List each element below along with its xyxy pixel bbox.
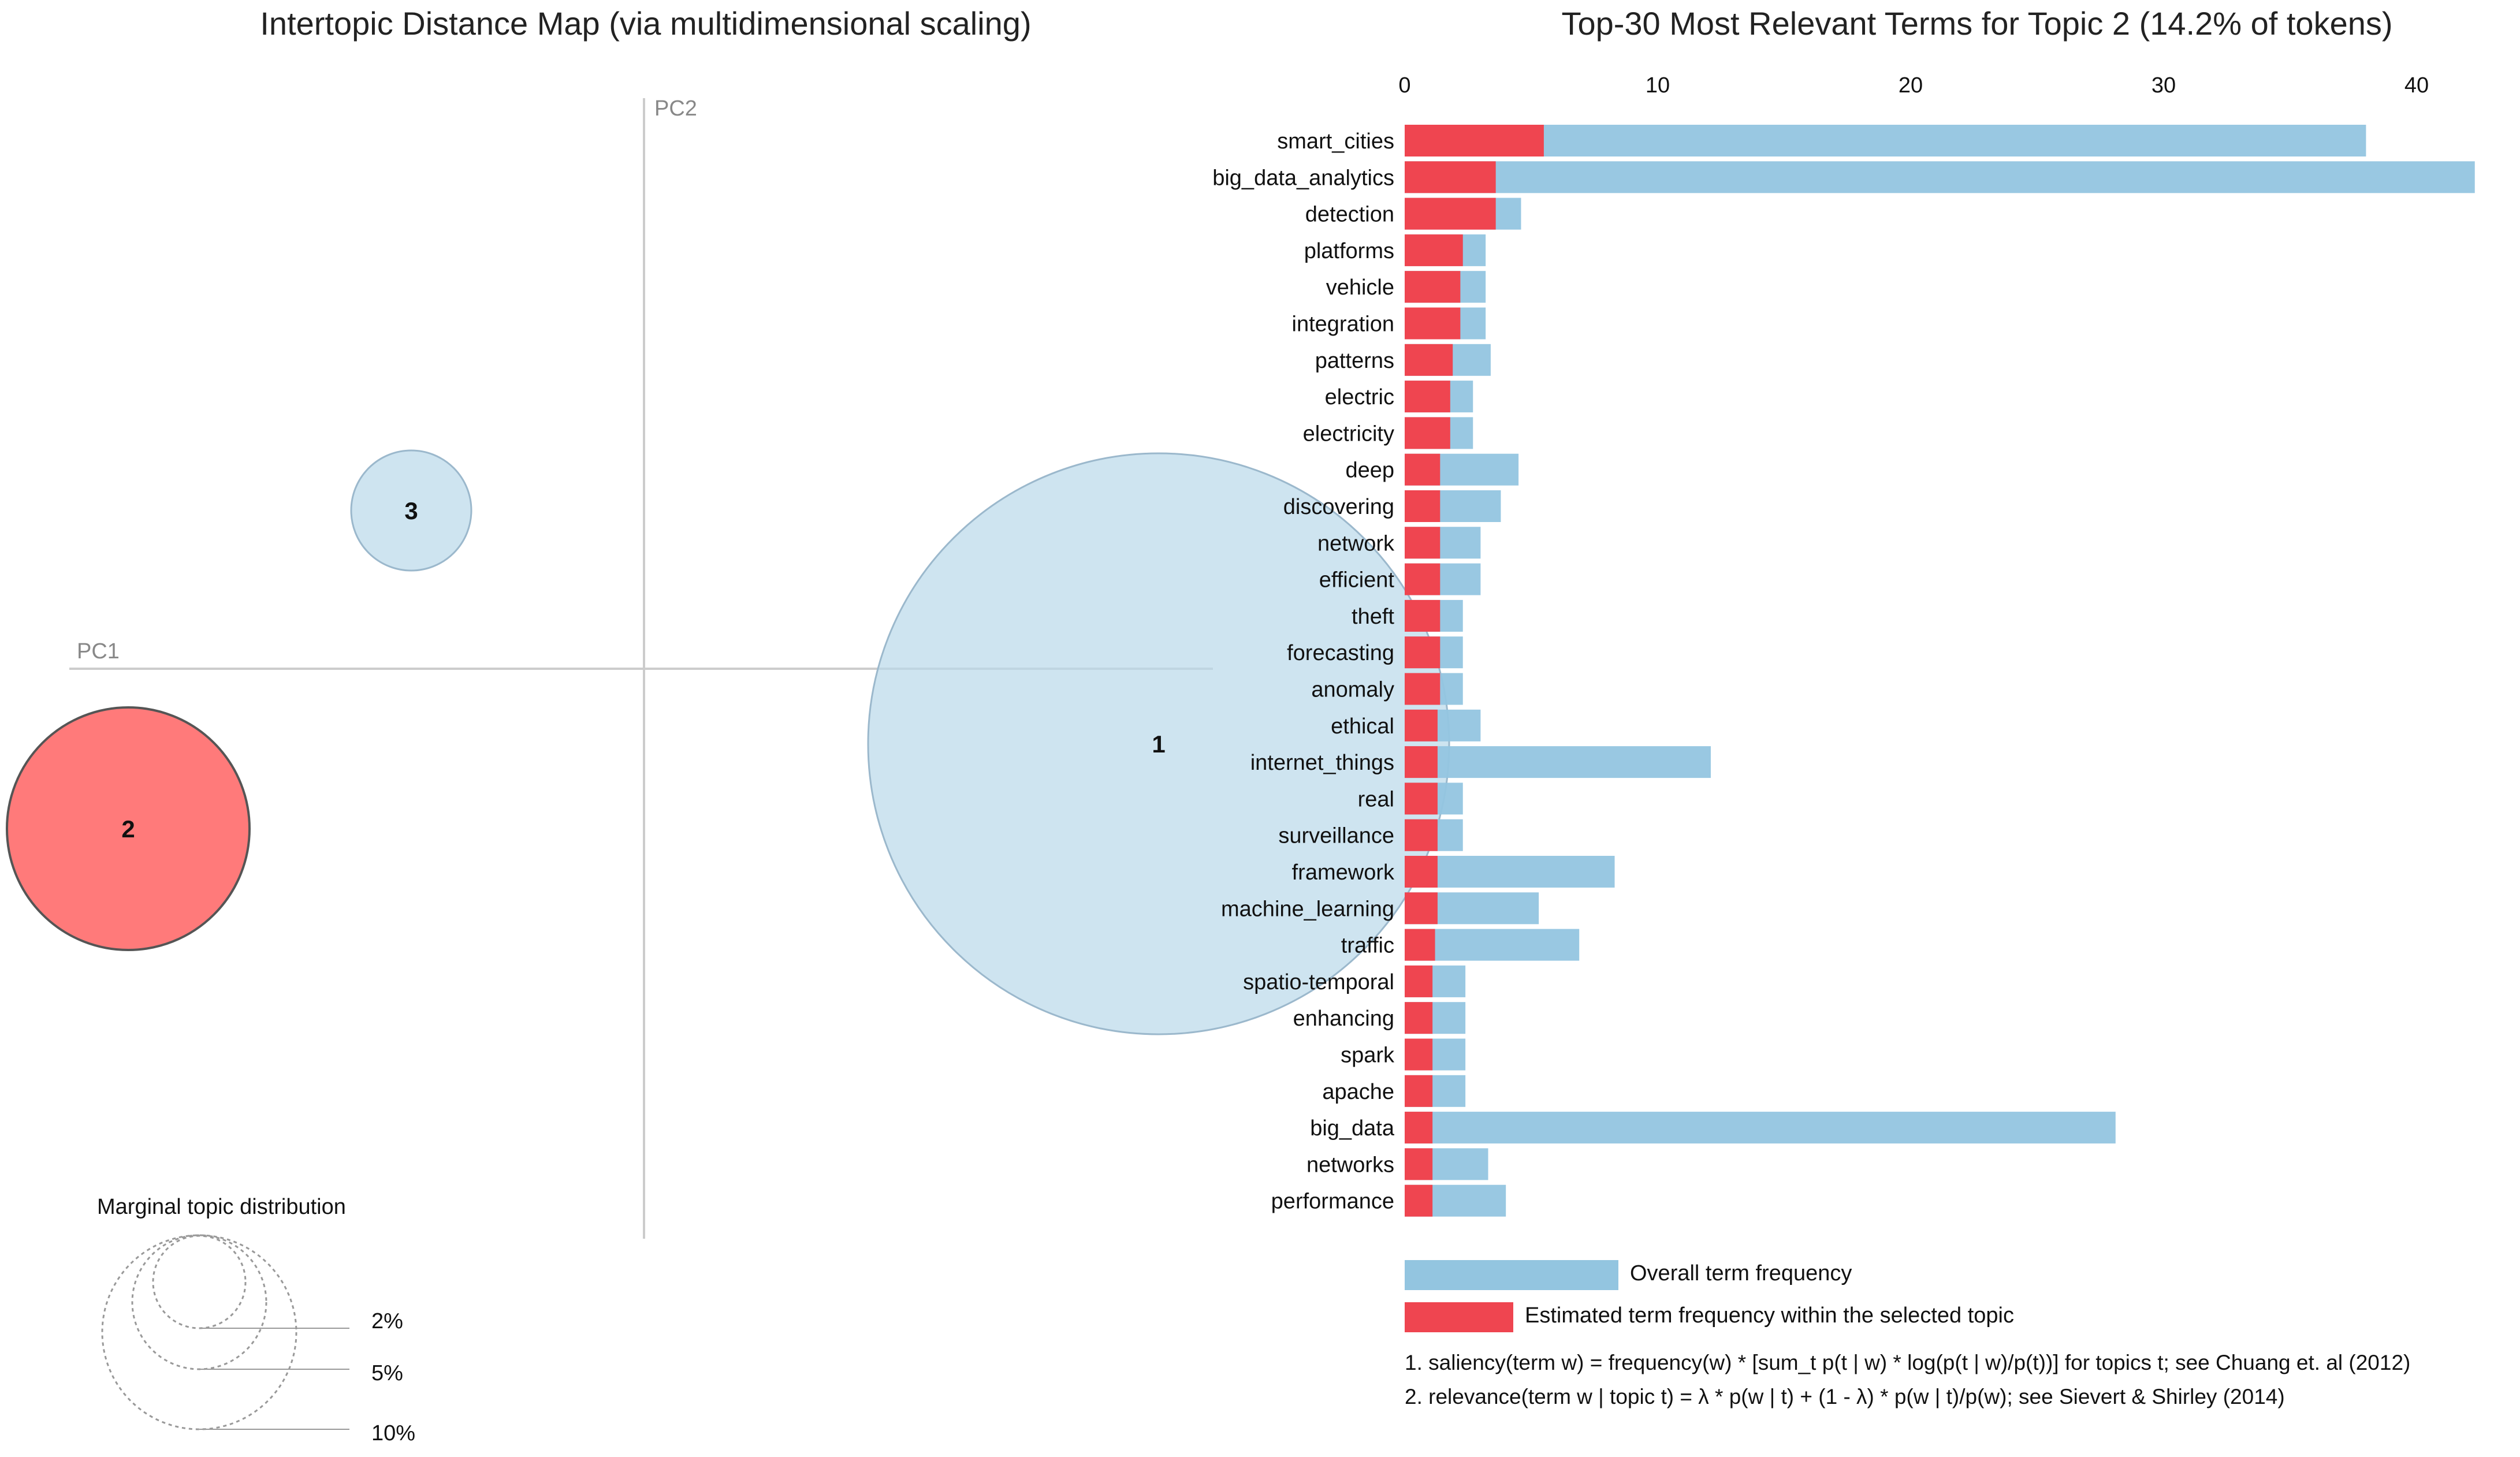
- overall-frequency-bar[interactable]: [1405, 856, 1615, 888]
- estimated-frequency-bar[interactable]: [1405, 819, 1438, 851]
- pc1-axis-label: PC1: [77, 639, 120, 664]
- term-label[interactable]: big_data: [1310, 1116, 1395, 1141]
- x-tick-label: 0: [1398, 73, 1410, 98]
- estimated-frequency-bar[interactable]: [1405, 234, 1463, 266]
- term-label[interactable]: discovering: [1283, 495, 1394, 519]
- overall-frequency-bar[interactable]: [1405, 746, 1711, 778]
- x-tick-label: 30: [2152, 73, 2176, 98]
- estimated-frequency-bar[interactable]: [1405, 1148, 1433, 1180]
- marginal-label-2pct: 2%: [371, 1309, 403, 1333]
- term-label[interactable]: surveillance: [1278, 824, 1394, 848]
- marginal-circle-2pct: [152, 1235, 247, 1329]
- overall-frequency-bar[interactable]: [1405, 125, 2366, 156]
- estimated-frequency-bar[interactable]: [1405, 161, 1496, 193]
- estimated-frequency-bar[interactable]: [1405, 563, 1440, 595]
- estimated-frequency-bar[interactable]: [1405, 673, 1440, 705]
- estimated-frequency-bar[interactable]: [1405, 307, 1461, 340]
- pc2-axis-label: PC2: [654, 96, 697, 121]
- estimated-frequency-bar[interactable]: [1405, 636, 1440, 669]
- term-label[interactable]: vehicle: [1326, 275, 1394, 300]
- term-label[interactable]: smart_cities: [1277, 129, 1394, 154]
- estimated-frequency-bar[interactable]: [1405, 929, 1435, 961]
- legend-overall-swatch: [1405, 1260, 1618, 1290]
- estimated-frequency-bar[interactable]: [1405, 453, 1440, 486]
- legend-estimated-swatch: [1405, 1302, 1513, 1332]
- term-label[interactable]: detection: [1305, 203, 1394, 227]
- term-label[interactable]: patterns: [1315, 349, 1394, 373]
- estimated-frequency-bar[interactable]: [1405, 599, 1440, 632]
- estimated-frequency-bar[interactable]: [1405, 892, 1438, 925]
- estimated-frequency-bar[interactable]: [1405, 198, 1496, 230]
- estimated-frequency-bar[interactable]: [1405, 271, 1461, 303]
- intertopic-map-title: Intertopic Distance Map (via multidimens…: [260, 5, 1031, 42]
- estimated-frequency-bar[interactable]: [1405, 965, 1433, 997]
- term-label[interactable]: electric: [1325, 385, 1394, 409]
- term-label[interactable]: real: [1358, 787, 1394, 811]
- topic-label-1: 1: [1152, 731, 1165, 758]
- term-label[interactable]: deep: [1345, 459, 1394, 483]
- term-label[interactable]: efficient: [1319, 568, 1395, 593]
- term-label[interactable]: ethical: [1331, 714, 1394, 739]
- estimated-frequency-bar[interactable]: [1405, 381, 1450, 413]
- estimated-frequency-bar[interactable]: [1405, 1038, 1433, 1071]
- marginal-distribution-title: Marginal topic distribution: [97, 1195, 346, 1219]
- estimated-frequency-bar[interactable]: [1405, 527, 1440, 559]
- marginal-circle-5pct: [131, 1234, 267, 1370]
- topic-label-3: 3: [404, 497, 418, 524]
- legend-overall-label: Overall term frequency: [1630, 1261, 1852, 1285]
- term-label[interactable]: internet_things: [1250, 751, 1394, 775]
- marginal-circle-10pct: [101, 1234, 297, 1430]
- term-label[interactable]: enhancing: [1293, 1007, 1394, 1031]
- overall-frequency-bar[interactable]: [1405, 161, 2475, 193]
- topic-label-2: 2: [121, 815, 135, 843]
- term-label[interactable]: theft: [1352, 605, 1394, 629]
- term-label[interactable]: performance: [1271, 1190, 1394, 1214]
- x-tick-label: 40: [2404, 73, 2429, 98]
- term-label[interactable]: spatio-temporal: [1243, 970, 1394, 994]
- term-label[interactable]: electricity: [1303, 422, 1394, 446]
- term-label[interactable]: integration: [1292, 312, 1394, 337]
- estimated-frequency-bar[interactable]: [1405, 344, 1453, 376]
- term-label[interactable]: forecasting: [1287, 641, 1394, 665]
- term-label[interactable]: traffic: [1341, 934, 1394, 958]
- estimated-frequency-bar[interactable]: [1405, 709, 1438, 741]
- estimated-frequency-bar[interactable]: [1405, 782, 1438, 815]
- legend-estimated-label: Estimated term frequency within the sele…: [1525, 1303, 2014, 1328]
- estimated-frequency-bar[interactable]: [1405, 856, 1438, 888]
- estimated-frequency-bar[interactable]: [1405, 746, 1438, 778]
- estimated-frequency-bar[interactable]: [1405, 1112, 1433, 1144]
- term-label[interactable]: network: [1317, 531, 1395, 556]
- marginal-label-10pct: 10%: [371, 1421, 415, 1445]
- term-label[interactable]: spark: [1341, 1044, 1395, 1068]
- bar-chart-title: Top-30 Most Relevant Terms for Topic 2 (…: [1561, 5, 2392, 42]
- term-label[interactable]: anomaly: [1311, 678, 1394, 702]
- topic-circle-3[interactable]: [350, 449, 472, 572]
- x-tick-label: 20: [1899, 73, 1923, 98]
- term-label[interactable]: networks: [1306, 1153, 1394, 1177]
- marginal-label-5pct: 5%: [371, 1361, 403, 1385]
- note-saliency: 1. saliency(term w) = frequency(w) * [su…: [1405, 1351, 2410, 1374]
- estimated-frequency-bar[interactable]: [1405, 1002, 1433, 1034]
- topic-circle-2[interactable]: [6, 706, 251, 951]
- note-relevance: 2. relevance(term w | topic t) = λ * p(w…: [1405, 1385, 2285, 1408]
- estimated-frequency-bar[interactable]: [1405, 125, 1544, 156]
- topic-circle-1[interactable]: [867, 452, 1450, 1035]
- overall-frequency-bar[interactable]: [1405, 1112, 2116, 1144]
- term-label[interactable]: apache: [1322, 1080, 1394, 1104]
- term-label[interactable]: big_data_analytics: [1212, 166, 1394, 190]
- estimated-frequency-bar[interactable]: [1405, 1075, 1433, 1107]
- term-label[interactable]: machine_learning: [1221, 897, 1394, 921]
- term-label[interactable]: framework: [1292, 860, 1395, 885]
- estimated-frequency-bar[interactable]: [1405, 1184, 1433, 1217]
- x-tick-label: 10: [1646, 73, 1670, 98]
- estimated-frequency-bar[interactable]: [1405, 490, 1440, 522]
- term-label[interactable]: platforms: [1304, 239, 1394, 263]
- estimated-frequency-bar[interactable]: [1405, 417, 1450, 449]
